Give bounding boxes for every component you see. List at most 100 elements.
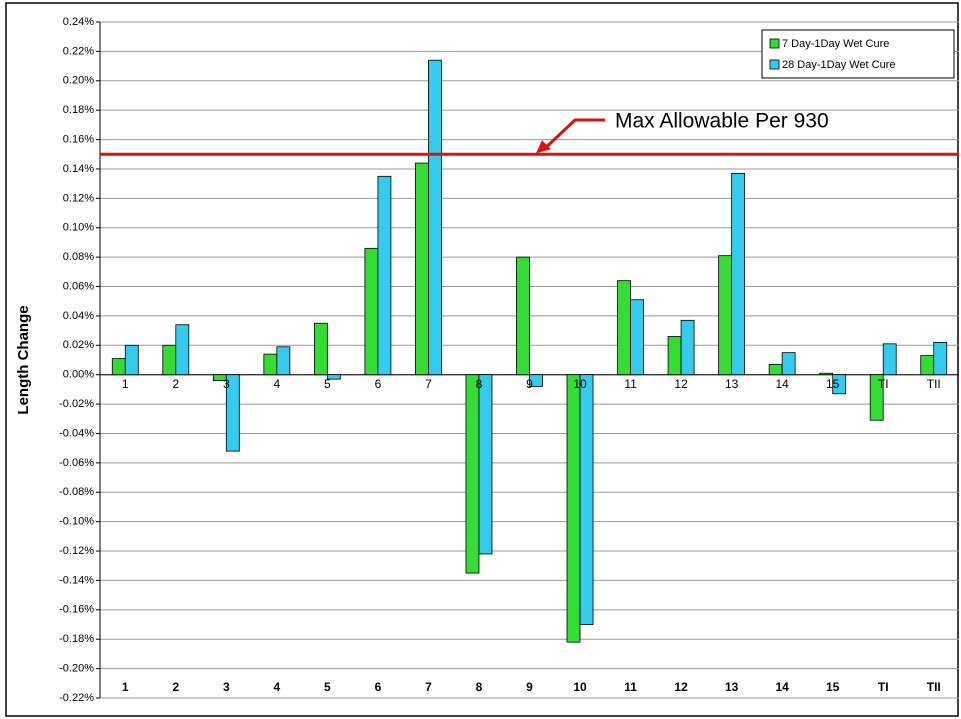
bar xyxy=(516,256,530,376)
bar xyxy=(566,374,581,643)
y-tick-label: -0.20% xyxy=(59,663,94,675)
x-tick-label-bottom: 8 xyxy=(476,680,483,694)
bar xyxy=(377,175,392,376)
y-tick-label: 0.20% xyxy=(63,75,94,87)
bar xyxy=(313,322,328,376)
bar xyxy=(111,358,126,376)
legend-swatch xyxy=(769,38,780,49)
y-tick-label: 0.24% xyxy=(63,16,94,28)
bar xyxy=(933,341,948,376)
y-tick-label: -0.18% xyxy=(59,633,94,645)
y-tick-label: 0.22% xyxy=(63,45,94,57)
x-tick-label-bottom: 12 xyxy=(674,680,688,694)
x-tick-label-bottom: 10 xyxy=(573,680,587,694)
y-axis-label: Length Change xyxy=(15,305,32,414)
bar xyxy=(731,172,746,376)
bar xyxy=(667,336,682,376)
x-tick-label-bottom: 3 xyxy=(223,680,230,694)
x-tick-label: 10 xyxy=(573,377,587,391)
x-tick-label: 3 xyxy=(223,377,230,391)
y-tick-label: 0.18% xyxy=(63,104,94,116)
legend-box xyxy=(761,29,955,79)
bar xyxy=(465,374,480,574)
annotation-arrow xyxy=(543,118,605,150)
y-tick-label: -0.12% xyxy=(59,545,94,557)
x-tick-label: TII xyxy=(927,377,941,391)
y-tick-label: -0.04% xyxy=(59,427,94,439)
bar xyxy=(579,374,594,625)
y-tick-label: -0.14% xyxy=(59,574,94,586)
x-tick-label-bottom: 6 xyxy=(375,680,382,694)
y-tick-label: -0.22% xyxy=(59,692,94,704)
x-tick-label-bottom: 9 xyxy=(526,680,533,694)
bar xyxy=(781,352,796,376)
x-tick-label: 11 xyxy=(624,377,637,391)
bar xyxy=(882,343,897,376)
y-tick-label: -0.10% xyxy=(59,516,94,528)
y-tick-label: 0.14% xyxy=(63,163,94,175)
bar xyxy=(364,247,379,376)
bar xyxy=(263,353,278,376)
bar xyxy=(920,355,935,376)
annotation-arrowhead xyxy=(536,140,551,154)
bar xyxy=(428,59,442,376)
x-tick-label-bottom: TI xyxy=(878,680,889,694)
y-tick-label: -0.16% xyxy=(59,604,94,616)
bar xyxy=(175,324,190,376)
x-tick-label-bottom: 15 xyxy=(826,680,840,694)
y-tick-label: 0.04% xyxy=(63,310,94,322)
bar xyxy=(832,374,847,395)
x-tick-label-bottom: 4 xyxy=(274,680,281,694)
bar xyxy=(276,346,291,376)
bar xyxy=(162,344,177,376)
bar xyxy=(819,372,834,376)
x-tick-label-bottom: 5 xyxy=(324,680,331,694)
annotation-label: Max Allowable Per 930 xyxy=(615,110,829,133)
y-tick-label: 0.10% xyxy=(63,222,94,234)
y-tick-label: 0.00% xyxy=(63,369,94,381)
bar xyxy=(415,162,429,376)
y-tick-label: 0.02% xyxy=(63,339,94,351)
x-tick-label: 12 xyxy=(674,377,688,391)
x-tick-label: 13 xyxy=(725,377,739,391)
bar xyxy=(529,374,543,387)
x-tick-label: 9 xyxy=(526,377,533,391)
bar xyxy=(225,374,240,452)
y-tick-label: 0.12% xyxy=(63,192,94,204)
x-tick-label: 1 xyxy=(122,377,129,391)
bar xyxy=(718,255,733,376)
x-tick-label: 8 xyxy=(476,377,483,391)
legend-swatch xyxy=(769,59,780,70)
y-tick-label: -0.06% xyxy=(59,457,94,469)
x-tick-label: TI xyxy=(878,377,889,391)
x-tick-label: 2 xyxy=(172,377,179,391)
x-tick-label-bottom: 14 xyxy=(775,680,789,694)
y-tick-label: -0.08% xyxy=(59,486,94,498)
x-tick-label-bottom: 13 xyxy=(725,680,739,694)
x-tick-label: 5 xyxy=(324,377,331,391)
chart-border xyxy=(5,2,959,717)
legend-label: 28 Day-1Day Wet Cure xyxy=(782,59,896,71)
bar xyxy=(478,374,493,555)
y-tick-label: 0.08% xyxy=(63,251,94,263)
y-tick-label: 0.16% xyxy=(63,133,94,145)
x-tick-label-bottom: 2 xyxy=(172,680,179,694)
x-tick-label-bottom: 7 xyxy=(425,680,432,694)
y-tick-label: -0.02% xyxy=(59,398,94,410)
x-tick-label: 14 xyxy=(775,377,789,391)
bar xyxy=(630,299,644,376)
x-tick-label-bottom: TII xyxy=(927,680,941,694)
bar xyxy=(680,319,695,376)
x-tick-label: 7 xyxy=(425,377,432,391)
x-tick-label: 4 xyxy=(274,377,281,391)
x-tick-label-bottom: 1 xyxy=(122,680,129,694)
bar xyxy=(124,344,139,376)
x-tick-label: 6 xyxy=(375,377,382,391)
legend-label: 7 Day-1Day Wet Cure xyxy=(782,38,889,50)
bar xyxy=(869,374,884,421)
bar xyxy=(768,364,783,376)
bar xyxy=(326,374,341,380)
y-tick-label: 0.06% xyxy=(63,280,94,292)
